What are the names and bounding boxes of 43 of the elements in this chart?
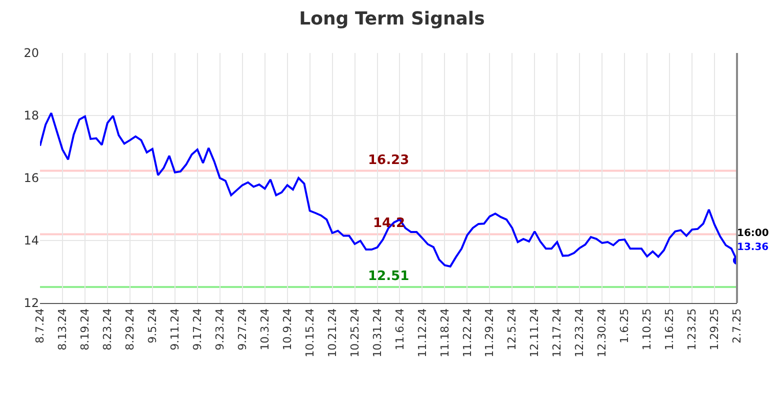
y-tick-label: 14 <box>24 234 39 248</box>
x-tick-label: 10.3.24 <box>258 308 272 350</box>
x-tick-label: 11.6.24 <box>393 308 406 350</box>
y-tick-label: 16 <box>24 171 39 186</box>
annotation: 16:00 <box>737 228 769 239</box>
x-tick-label: 11.12.24 <box>416 308 429 358</box>
x-tick-label: 9.23.24 <box>213 308 226 350</box>
x-tick-label: 9.11.24 <box>168 308 182 350</box>
x-tick-label: 9.27.24 <box>236 308 249 350</box>
y-tick-label: 12 <box>24 296 39 310</box>
x-tick-label: 10.15.24 <box>303 308 316 358</box>
y-tick-label: 18 <box>24 108 39 123</box>
x-tick-label: 1.10.25 <box>640 308 654 350</box>
x-tick-label: 10.21.24 <box>326 308 339 358</box>
x-tick-label: 9.5.24 <box>146 308 159 344</box>
ref-line-label: 12.51 <box>368 269 410 284</box>
x-tick-label: 12.17.24 <box>550 308 564 358</box>
x-tick-label: 11.22.24 <box>460 308 474 358</box>
x-tick-label: 8.13.24 <box>56 308 70 350</box>
x-tick-label: 12.11.24 <box>528 308 542 358</box>
x-tick-label: 10.31.24 <box>370 308 384 358</box>
x-tick-label: 12.23.24 <box>573 308 586 358</box>
x-tick-label: 11.29.24 <box>483 308 496 358</box>
x-tick-label: 8.19.24 <box>78 308 92 350</box>
x-tick-label: 2.7.25 <box>730 308 744 344</box>
x-tick-label: 1.29.25 <box>708 308 722 350</box>
x-tick-label: 10.25.24 <box>348 308 362 358</box>
annotation: 13.36 <box>737 242 769 253</box>
x-tick-label: 1.23.25 <box>686 308 699 350</box>
x-tick-label: 9.17.24 <box>190 308 204 350</box>
x-tick-label: 1.6.25 <box>618 308 632 344</box>
x-tick-label: 8.23.24 <box>101 308 114 350</box>
line-series <box>40 112 737 268</box>
chart-title: Long Term Signals <box>299 8 485 30</box>
x-tick-label: 11.18.24 <box>438 308 452 358</box>
x-tick-label: 10.9.24 <box>280 308 294 350</box>
x-tick-label: 8.29.24 <box>124 308 137 350</box>
x-tick-label: 1.16.25 <box>663 308 676 350</box>
ref-line-label: 16.23 <box>368 153 410 168</box>
x-tick-label: 12.30.24 <box>596 308 609 358</box>
y-tick-label: 20 <box>24 46 39 60</box>
x-tick-label: 12.5.24 <box>506 308 519 350</box>
x-tick-label: 8.7.24 <box>34 308 47 344</box>
